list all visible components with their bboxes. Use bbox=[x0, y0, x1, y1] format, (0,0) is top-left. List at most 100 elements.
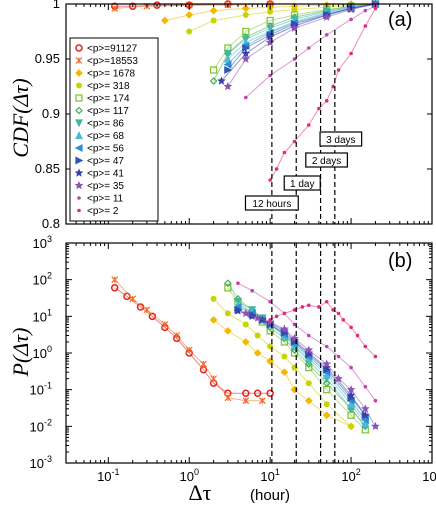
panel-b-x-axis-unit: (hour) bbox=[250, 487, 290, 504]
panel-b-point bbox=[253, 389, 262, 397]
legend-label: <p>= 41 bbox=[87, 169, 124, 180]
panel-b-point bbox=[349, 325, 353, 330]
panel-b-x-tick-label: 10-1 bbox=[97, 467, 119, 484]
panel-a-y-tick-label: 1 bbox=[53, 0, 60, 11]
panel-a-point bbox=[153, 1, 161, 9]
panel-a-point bbox=[317, 106, 321, 111]
panel-a-point bbox=[306, 46, 311, 50]
time-marker-label: 12 hours bbox=[244, 195, 299, 211]
legend-entry: <p>= 35 bbox=[74, 180, 124, 192]
panel-b-x-axis-label: Δτ bbox=[189, 480, 212, 505]
time-marker-label-box bbox=[305, 152, 348, 168]
panel-a-series-2-line bbox=[164, 3, 352, 21]
panel-b-point bbox=[281, 353, 288, 360]
panel-a-point bbox=[241, 54, 251, 63]
legend-marker bbox=[77, 196, 81, 200]
panel-b-point bbox=[306, 333, 311, 338]
time-marker-label-text: 3 days bbox=[326, 135, 355, 146]
panel-b-point bbox=[161, 321, 169, 328]
panel-a-point bbox=[274, 167, 279, 171]
panel-b-point bbox=[143, 306, 151, 314]
panel-a-point bbox=[324, 33, 329, 37]
legend-entry: <p>= 117 bbox=[75, 106, 129, 117]
panel-b-point bbox=[282, 311, 287, 316]
legend-entry: <p>= 56 bbox=[74, 144, 124, 155]
panel-b-series bbox=[110, 276, 380, 434]
legend-entry: <p>= 68 bbox=[75, 131, 124, 142]
legend-marker bbox=[75, 106, 83, 115]
panel-a-point bbox=[373, 6, 378, 11]
panel-b-point bbox=[210, 375, 218, 383]
legend-marker bbox=[74, 144, 83, 152]
panel-b-series-2-line bbox=[213, 319, 352, 427]
panel-a-series-12-line bbox=[245, 5, 376, 98]
panel-a-point bbox=[185, 11, 194, 19]
panel-b-point bbox=[110, 284, 119, 292]
panel-a-point bbox=[210, 17, 217, 24]
panel-b-point bbox=[373, 398, 378, 403]
panel-a-point bbox=[209, 6, 218, 15]
panel-a-series-8-line bbox=[227, 3, 376, 65]
legend-label: <p>=91127 bbox=[87, 44, 138, 55]
panel-b-point bbox=[322, 379, 331, 388]
panel-b-point bbox=[292, 308, 297, 312]
panel-a-y-axis-label: CDF(Δτ) bbox=[8, 78, 33, 157]
panel-a-point bbox=[223, 60, 232, 69]
panel-b-series-9-line bbox=[237, 309, 366, 416]
panel-a-point bbox=[267, 8, 274, 15]
panel-a-point bbox=[186, 28, 193, 35]
legend-entry: <p>= 318 bbox=[76, 81, 130, 92]
panel-b-point bbox=[305, 380, 312, 387]
legend-marker bbox=[77, 208, 81, 213]
panel-b-point bbox=[336, 354, 341, 359]
legend-label: <p>= 117 bbox=[87, 106, 129, 117]
panel-a-point bbox=[291, 6, 298, 13]
time-marker-label-box bbox=[283, 175, 321, 191]
panel-b-point bbox=[341, 318, 346, 322]
legend-marker bbox=[76, 82, 82, 89]
panel-a-point bbox=[223, 81, 233, 91]
panel-b-point bbox=[242, 397, 250, 405]
panel-b-time-markers bbox=[271, 243, 336, 463]
panel-a-marker-labels: 12 hours 1 day 2 days 3 days bbox=[244, 131, 363, 211]
panel-b-series-2 bbox=[209, 316, 355, 431]
panel-b-point bbox=[304, 345, 314, 354]
legend-marker bbox=[74, 168, 84, 177]
panel-a-series-13-line bbox=[269, 8, 376, 181]
panel-b-y-tick-label: 10-2 bbox=[30, 417, 52, 434]
panel-b-point bbox=[210, 295, 217, 302]
panel-b-point bbox=[209, 316, 218, 324]
time-marker-label-box bbox=[319, 131, 363, 147]
panel-b-point bbox=[233, 306, 243, 315]
panel-b-y-tick-label: 100 bbox=[33, 344, 52, 361]
legend-label: <p>= 2 bbox=[87, 206, 119, 217]
panel-a-series-13 bbox=[268, 6, 378, 182]
legend-label: <p>=18553 bbox=[87, 56, 138, 67]
legend-entry: <p>= 47 bbox=[75, 156, 124, 167]
panel-b-series-7 bbox=[233, 300, 370, 428]
panel-a-point bbox=[292, 57, 297, 61]
panel-b-point bbox=[268, 299, 272, 304]
legend-entry: <p>= 2 bbox=[77, 206, 119, 217]
legend-label: <p>= 86 bbox=[87, 119, 124, 130]
panel-b-point bbox=[236, 281, 240, 286]
panel-a-point bbox=[331, 84, 335, 89]
panel-b-point bbox=[334, 374, 343, 383]
panel-b: 10-3 10-2 10-1 100 101 102 103 10-1 100 101 102 10… bbox=[8, 234, 436, 505]
panel-b-point bbox=[224, 394, 232, 402]
panel-b-point bbox=[223, 327, 232, 335]
panel-b-point bbox=[317, 305, 321, 309]
panel-b-point bbox=[242, 321, 249, 328]
panel-b-point bbox=[346, 385, 356, 394]
panel-a-point bbox=[268, 73, 272, 78]
panel-a-point bbox=[209, 77, 218, 85]
panel-a-point bbox=[336, 68, 341, 72]
time-marker-label-text: 12 hours bbox=[252, 199, 291, 210]
panel-a-point bbox=[111, 4, 119, 12]
panel-b-point bbox=[223, 279, 232, 288]
panel-a-legend: <p>=91127<p>=18553 <p>= 1678<p>= 318 <p>= … bbox=[69, 37, 159, 222]
legend-marker bbox=[75, 94, 83, 102]
panel-b-point bbox=[250, 288, 255, 293]
panel-b-point bbox=[324, 299, 329, 304]
panel-b-point bbox=[253, 313, 262, 322]
